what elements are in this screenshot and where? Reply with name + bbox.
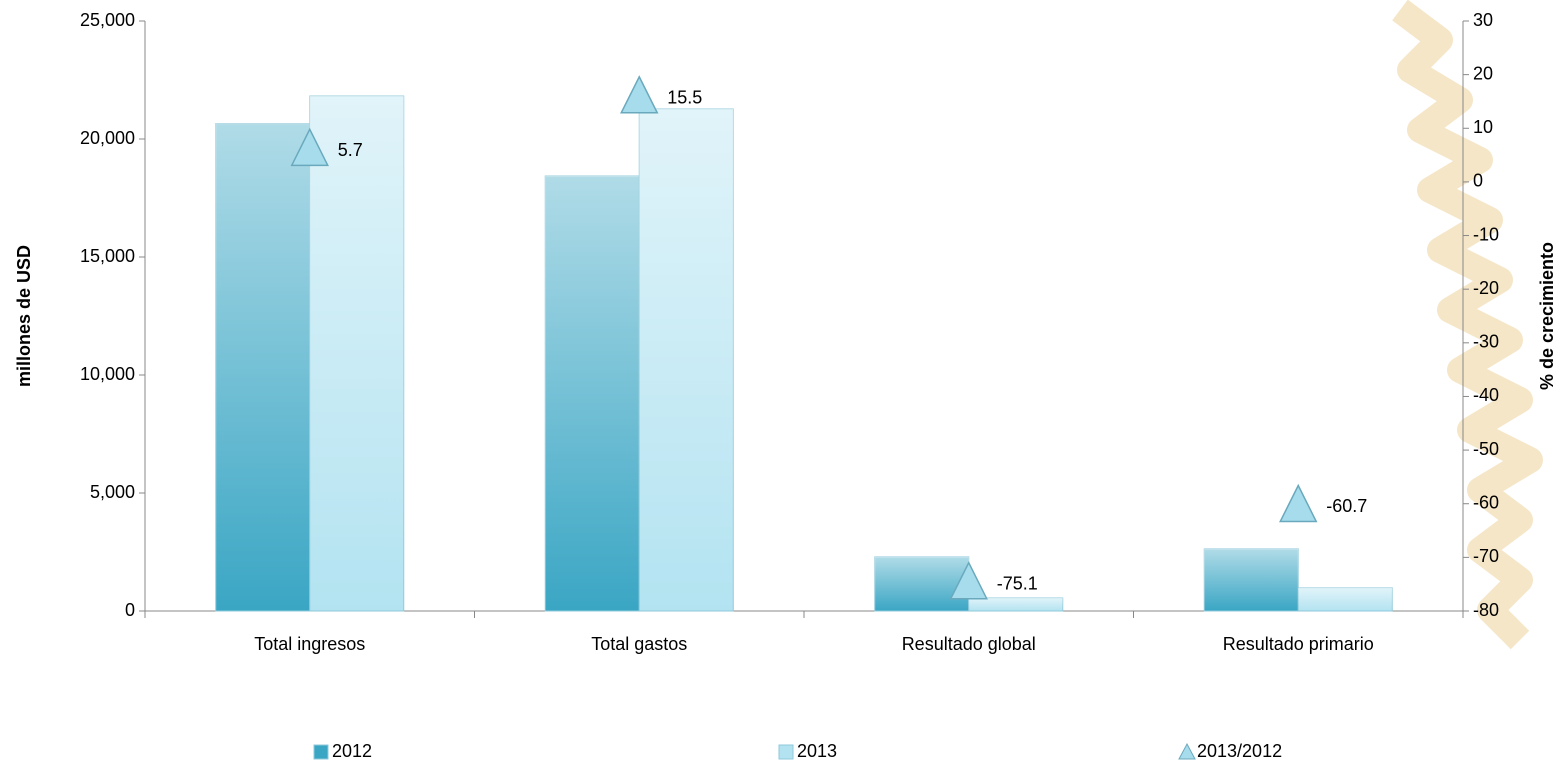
- legend-label: 2013: [797, 741, 837, 761]
- y2-tick-label: -10: [1473, 224, 1499, 244]
- x-tick-label: Total gastos: [591, 634, 687, 654]
- y2-tick-label: 30: [1473, 10, 1493, 30]
- bar-shine: [309, 96, 404, 612]
- bar-shine: [1298, 587, 1393, 611]
- y-tick-label: 5,000: [90, 482, 135, 502]
- legend-swatch: [778, 744, 794, 760]
- y-axis-title: millones de USD: [14, 245, 34, 387]
- legend-label: 2012: [332, 741, 372, 761]
- legend-label: 2013/2012: [1197, 741, 1282, 761]
- y-tick-label: 0: [125, 600, 135, 620]
- y-tick-label: 25,000: [80, 10, 135, 30]
- data-label: 5.7: [338, 140, 363, 160]
- bar-shine: [215, 123, 310, 611]
- marker: [1279, 483, 1318, 523]
- x-tick-label: Resultado primario: [1223, 634, 1374, 654]
- data-label: -75.1: [997, 573, 1038, 593]
- y-tick-label: 10,000: [80, 364, 135, 384]
- bar-shine: [545, 176, 640, 611]
- y2-tick-label: -60: [1473, 492, 1499, 512]
- y2-tick-label: -20: [1473, 278, 1499, 298]
- y2-tick-label: -30: [1473, 332, 1499, 352]
- y2-tick-label: -50: [1473, 439, 1499, 459]
- y2-axis-title: % de crecimiento: [1537, 242, 1557, 390]
- y2-tick-label: -40: [1473, 385, 1499, 405]
- x-tick-label: Resultado global: [902, 634, 1036, 654]
- legend-swatch: [1178, 742, 1196, 760]
- y-tick-label: 15,000: [80, 246, 135, 266]
- bar-shine: [874, 556, 969, 611]
- y2-tick-label: 0: [1473, 171, 1483, 191]
- bar-shine: [639, 109, 734, 611]
- data-label: 15.5: [667, 88, 702, 108]
- marker: [949, 561, 988, 600]
- y2-tick-label: 10: [1473, 117, 1493, 137]
- bar-shine: [1204, 548, 1299, 611]
- y-tick-label: 20,000: [80, 128, 135, 148]
- y2-tick-label: 20: [1473, 63, 1493, 83]
- marker: [290, 127, 329, 167]
- bar-shine: [968, 598, 1063, 611]
- data-label: -60.7: [1326, 496, 1367, 516]
- background-ribbon: [1392, 0, 1543, 650]
- y2-tick-label: -70: [1473, 546, 1499, 566]
- marker: [620, 75, 659, 114]
- y2-tick-label: -80: [1473, 600, 1499, 620]
- x-tick-label: Total ingresos: [254, 634, 365, 654]
- legend-swatch: [313, 744, 329, 760]
